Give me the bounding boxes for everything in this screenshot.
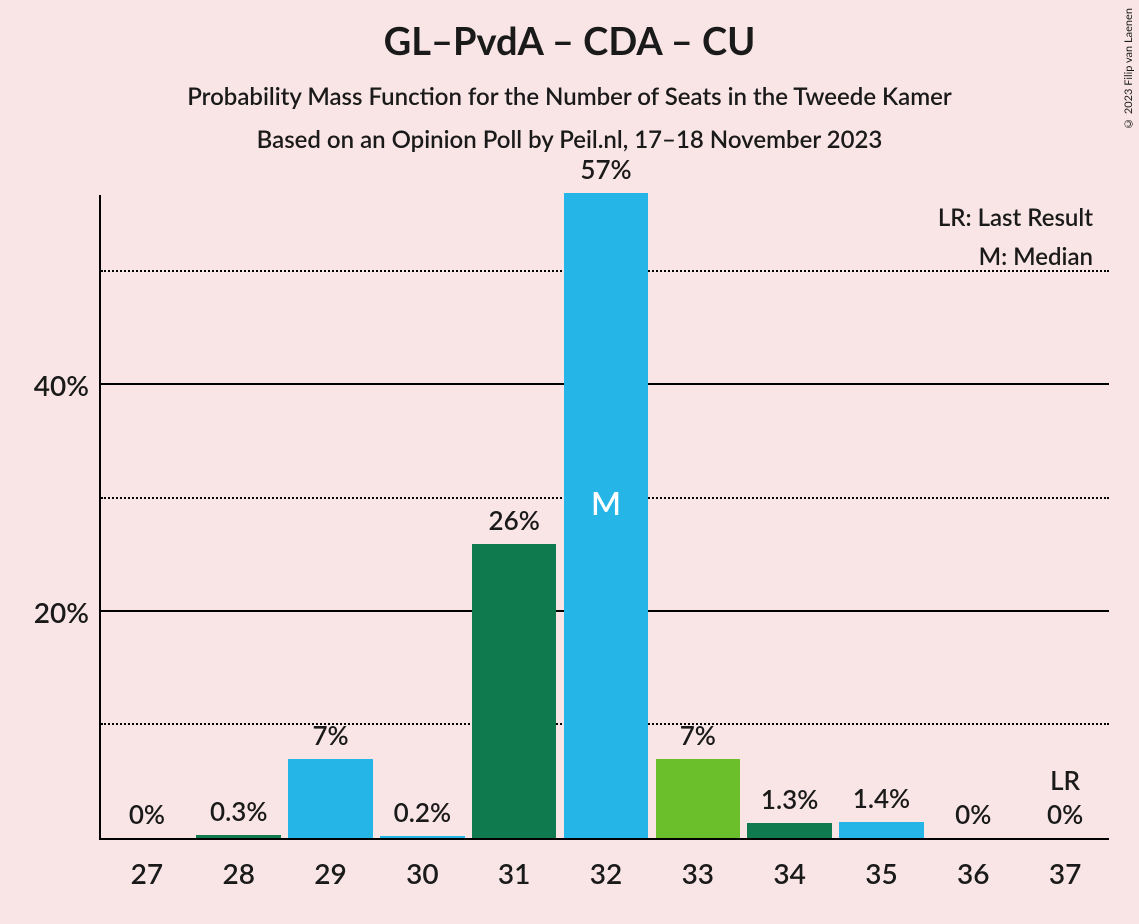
bar-value-label: 0% xyxy=(1047,798,1083,830)
x-axis-label: 36 xyxy=(957,856,989,890)
x-axis-label: 28 xyxy=(222,856,254,890)
copyright-text: © 2023 Filip van Laenen xyxy=(1122,8,1135,130)
chart-subtitle2: Based on an Opinion Poll by Peil.nl, 17–… xyxy=(0,125,1139,154)
bar-value-label: 1.4% xyxy=(853,782,910,814)
bar-value-label: 57% xyxy=(580,153,631,185)
x-axis-label: 35 xyxy=(865,856,897,890)
chart-container: GL–PvdA – CDA – CU Probability Mass Func… xyxy=(0,0,1139,924)
lr-marker: LR xyxy=(1050,764,1080,796)
legend-lr: LR: Last Result xyxy=(938,203,1093,232)
bar xyxy=(747,823,831,838)
bar xyxy=(380,836,464,838)
bar-value-label: 7% xyxy=(680,719,716,751)
x-axis-label: 34 xyxy=(773,856,805,890)
x-axis-label: 31 xyxy=(498,856,530,890)
bar xyxy=(196,835,280,838)
plot-area: LR: Last Result M: Median 20%40%0%270.3%… xyxy=(99,195,1109,840)
x-axis-label: 30 xyxy=(406,856,438,890)
legend-m: M: Median xyxy=(938,242,1093,271)
x-axis-label: 27 xyxy=(131,856,163,890)
y-axis-label: 40% xyxy=(34,368,89,402)
x-axis-label: 37 xyxy=(1049,856,1081,890)
bar-value-label: 1.3% xyxy=(761,783,818,815)
bar-value-label: 0% xyxy=(955,798,991,830)
y-axis-label: 20% xyxy=(34,595,89,629)
median-marker: M xyxy=(591,483,621,522)
bar-value-label: 0% xyxy=(129,798,165,830)
bar-value-label: 0.2% xyxy=(394,796,451,828)
chart-title: GL–PvdA – CDA – CU xyxy=(0,0,1139,64)
bar xyxy=(472,544,556,838)
x-axis-label: 29 xyxy=(314,856,346,890)
bar xyxy=(839,822,923,838)
x-axis-label: 32 xyxy=(590,856,622,890)
bar xyxy=(288,759,372,838)
x-axis-label: 33 xyxy=(682,856,714,890)
bar-value-label: 7% xyxy=(312,719,348,751)
bar xyxy=(656,759,740,838)
bar-value-label: 26% xyxy=(489,504,540,536)
bar-value-label: 0.3% xyxy=(210,795,267,827)
chart-subtitle: Probability Mass Function for the Number… xyxy=(0,82,1139,111)
